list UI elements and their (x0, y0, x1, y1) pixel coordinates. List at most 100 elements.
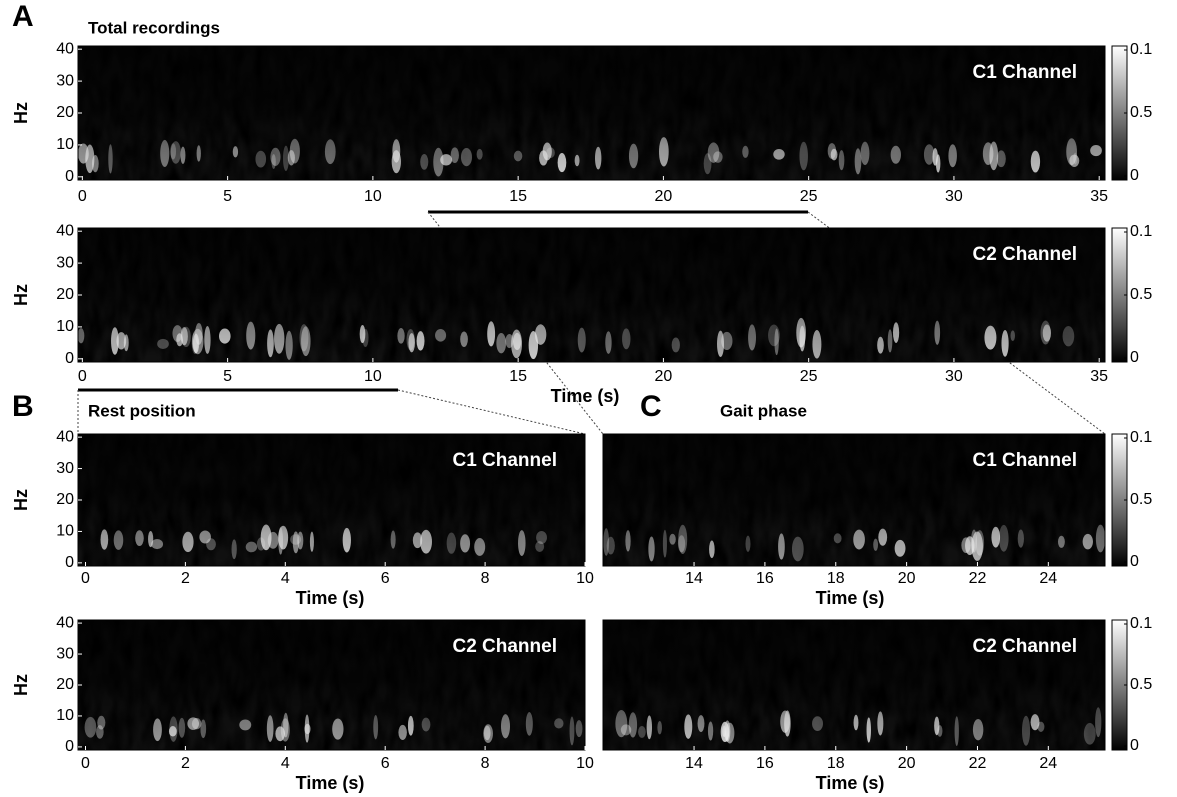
x-tick-label: 8 (481, 755, 490, 772)
x-tick-label: 14 (685, 755, 703, 772)
x-tick-label: 0 (81, 570, 90, 587)
colorbar-tick-label: 0.5 (1130, 676, 1152, 693)
channel-label: C2 Channel (452, 636, 557, 657)
x-axis-label: Time (s) (816, 773, 885, 793)
y-tick-label: 40 (56, 428, 74, 445)
x-tick-label: 2 (181, 570, 190, 587)
zoom-line (397, 389, 586, 435)
colorbar-tick-label: 0.5 (1130, 286, 1152, 303)
fade (603, 620, 1105, 750)
x-tick-label: 22 (969, 755, 987, 772)
y-tick-label: 20 (56, 491, 74, 508)
x-tick-label: 6 (381, 755, 390, 772)
y-axis-label: Hz (11, 102, 31, 124)
panel-letter: C (640, 390, 662, 423)
panel-title: Gait phase (720, 401, 807, 420)
fade (78, 620, 585, 750)
spectrogram (78, 228, 1105, 362)
x-tick-label: 22 (969, 570, 987, 587)
x-tick-label: 10 (364, 188, 382, 205)
fade (78, 434, 585, 566)
channel-label: C2 Channel (972, 636, 1077, 657)
x-tick-label: 10 (576, 570, 594, 587)
y-tick-label: 10 (56, 523, 74, 540)
colorbar-tick-label: 0.1 (1130, 615, 1152, 632)
colorbar-tick-label: 0.1 (1130, 41, 1152, 58)
spectrogram (603, 620, 1105, 750)
y-tick-label: 40 (56, 40, 74, 57)
x-tick-label: 8 (481, 570, 490, 587)
x-axis-label: Time (s) (551, 386, 620, 406)
y-tick-label: 20 (56, 286, 74, 303)
x-tick-label: 25 (800, 368, 818, 385)
x-tick-label: 5 (223, 188, 232, 205)
y-tick-label: 0 (65, 738, 74, 755)
x-tick-label: 14 (685, 570, 703, 587)
y-tick-label: 30 (56, 254, 74, 271)
y-tick-label: 0 (65, 168, 74, 185)
frame (602, 619, 1106, 751)
x-tick-label: 20 (898, 570, 916, 587)
colorbar-tick-label: 0.1 (1130, 429, 1152, 446)
panel-letter: A (12, 0, 34, 33)
colorbar-tick-label: 0 (1130, 553, 1139, 570)
y-tick-label: 20 (56, 104, 74, 121)
colorbar-tick-label: 0 (1130, 737, 1139, 754)
frame (602, 433, 1106, 567)
channel-label: C1 Channel (972, 62, 1077, 83)
x-axis-label: Time (s) (816, 588, 885, 608)
y-tick-label: 0 (65, 554, 74, 571)
x-tick-label: 25 (800, 188, 818, 205)
y-tick-label: 10 (56, 318, 74, 335)
y-tick-label: 30 (56, 645, 74, 662)
fade (78, 228, 1105, 362)
x-axis-label: Time (s) (296, 773, 365, 793)
y-tick-label: 20 (56, 676, 74, 693)
x-tick-label: 16 (756, 755, 774, 772)
x-tick-label: 6 (381, 570, 390, 587)
x-tick-label: 10 (364, 368, 382, 385)
y-tick-label: 40 (56, 222, 74, 239)
x-tick-label: 30 (945, 188, 963, 205)
x-tick-label: 18 (827, 570, 845, 587)
x-tick-label: 0 (78, 368, 87, 385)
y-axis-label: Hz (11, 489, 31, 511)
colorbar-tick-label: 0.5 (1130, 104, 1152, 121)
channel-label: C2 Channel (972, 244, 1077, 265)
spectrogram (78, 620, 585, 750)
x-tick-label: 24 (1039, 570, 1057, 587)
x-tick-label: 24 (1039, 755, 1057, 772)
channel-label: C1 Channel (972, 450, 1077, 471)
x-tick-label: 0 (81, 755, 90, 772)
panel-letter: B (12, 390, 34, 423)
y-tick-label: 0 (65, 350, 74, 367)
channel-label: C1 Channel (452, 450, 557, 471)
x-tick-label: 0 (78, 188, 87, 205)
x-tick-label: 20 (898, 755, 916, 772)
x-tick-label: 20 (655, 368, 673, 385)
x-tick-label: 35 (1090, 368, 1108, 385)
x-axis-label: Time (s) (296, 588, 365, 608)
y-axis-label: Hz (11, 284, 31, 306)
x-tick-label: 20 (655, 188, 673, 205)
x-tick-label: 15 (509, 188, 527, 205)
spectrogram (78, 434, 585, 566)
y-tick-label: 10 (56, 707, 74, 724)
spectrogram (603, 434, 1105, 566)
colorbar-tick-label: 0 (1130, 349, 1139, 366)
colorbar-tick-label: 0.5 (1130, 491, 1152, 508)
panel-title: Rest position (88, 401, 196, 420)
x-tick-label: 16 (756, 570, 774, 587)
y-tick-label: 10 (56, 136, 74, 153)
x-tick-label: 15 (509, 368, 527, 385)
x-tick-label: 30 (945, 368, 963, 385)
spectrogram (78, 46, 1105, 180)
x-tick-label: 35 (1090, 188, 1108, 205)
x-tick-label: 18 (827, 755, 845, 772)
x-tick-label: 10 (576, 755, 594, 772)
x-tick-label: 5 (223, 368, 232, 385)
x-tick-label: 4 (281, 755, 290, 772)
fade (603, 434, 1105, 566)
y-tick-label: 30 (56, 460, 74, 477)
